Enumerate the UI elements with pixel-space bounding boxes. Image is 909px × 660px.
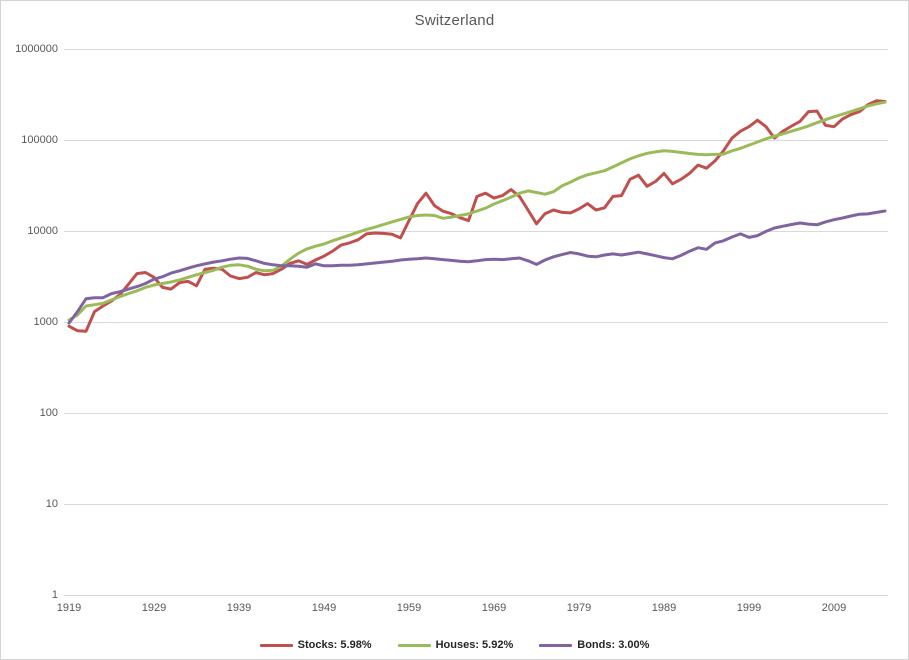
x-tick-label: 1999 [736,602,762,614]
legend-label: Stocks: 5.98% [297,639,372,651]
legend-item-bonds: Bonds: 3.00% [539,639,649,651]
y-tick-label: 1000000 [15,43,58,55]
y-tick-label: 100 [39,407,58,419]
x-tick-label: 1989 [651,602,677,614]
legend-label: Bonds: 3.00% [577,639,650,651]
x-tick-label: 1959 [396,602,422,614]
legend-label: Houses: 5.92% [435,639,514,651]
y-tick-label: 10 [45,498,58,510]
series-line-bonds [67,209,887,325]
legend: Stocks: 5.98% Houses: 5.92% Bonds: 3.00% [1,639,908,651]
y-tick-label: 10000 [27,225,58,237]
legend-item-houses: Houses: 5.92% [397,639,514,651]
legend-line-swatch [397,643,431,647]
x-tick-label: 1969 [481,602,507,614]
x-tick-label: 1919 [56,602,82,614]
y-tick-label: 1 [51,589,58,601]
x-tick-label: 1929 [141,602,167,614]
series-line-houses [67,100,887,322]
legend-line-swatch [259,643,293,647]
legend-line-swatch [539,643,573,647]
x-tick-label: 1979 [566,602,592,614]
chart-title: Switzerland [414,12,495,29]
x-tick-label: 1939 [226,602,252,614]
series-line-stocks [67,99,887,333]
x-tick-label: 1949 [311,602,337,614]
y-tick-label: 1000 [33,316,58,328]
x-tick-label: 2009 [821,602,847,614]
y-tick-label: 100000 [21,134,58,146]
legend-item-stocks: Stocks: 5.98% [259,639,372,651]
